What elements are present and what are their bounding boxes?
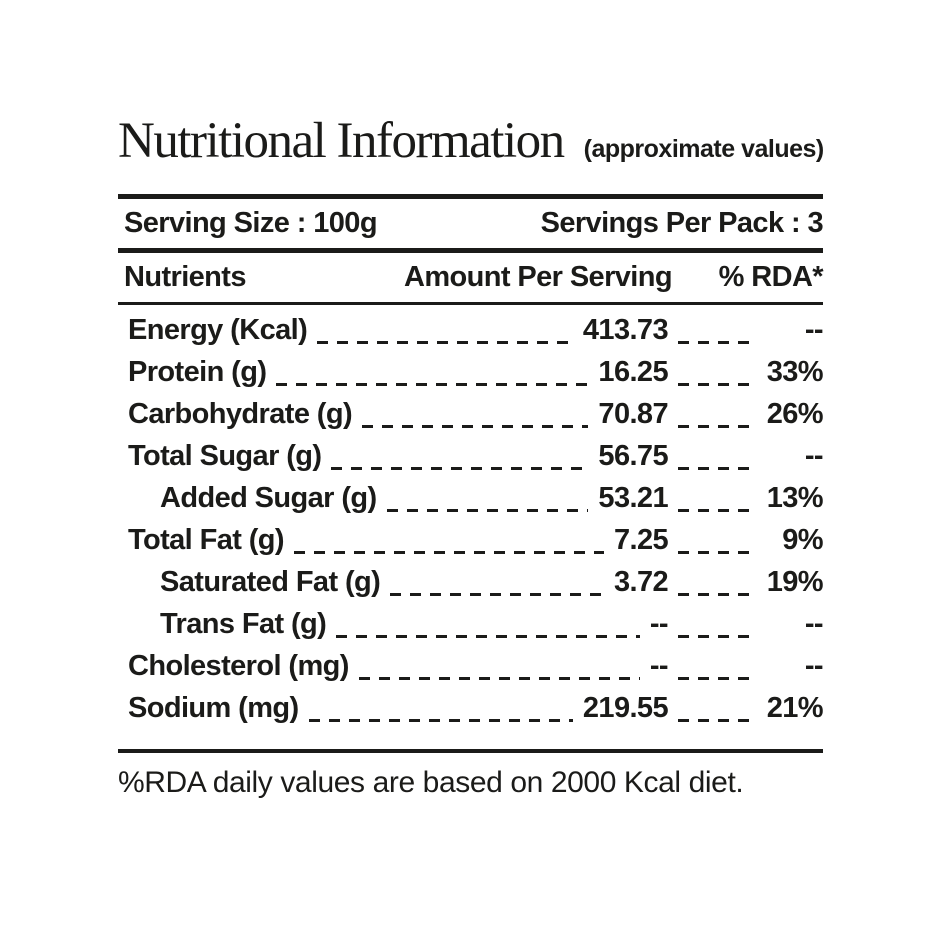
header-rda: % RDA* [718,261,824,293]
divider-top [118,194,823,199]
nutrient-rda: 33% [766,356,824,388]
nutrient-amount: -- [649,650,669,682]
table-row: Total Sugar (g) 56.75 -- [118,435,824,477]
dash-leader [317,341,573,344]
header-amount-per-serving: Amount Per Serving [404,261,673,293]
serving-size-text: Serving Size : 100g [124,207,378,239]
nutrient-label: Saturated Fat (g) [160,566,381,598]
nutrient-label: Added Sugar (g) [160,482,377,514]
table-row: Sodium (mg) 219.55 21% [118,687,824,729]
rda-footnote: %RDA daily values are based on 2000 Kcal… [118,766,744,799]
dash-leader [678,593,754,596]
table-row: Energy (Kcal) 413.73 -- [118,309,824,351]
nutrient-label: Trans Fat (g) [160,608,327,640]
nutrient-label: Energy (Kcal) [128,314,308,346]
nutrient-rda: -- [804,608,824,640]
dash-leader [362,425,589,428]
table-row: Carbohydrate (g) 70.87 26% [118,393,824,435]
divider-serving [118,248,823,253]
dash-leader [678,677,754,680]
table-row: Protein (g) 16.25 33% [118,351,824,393]
nutrient-amount: 56.75 [598,440,668,472]
nutrient-amount: 7.25 [613,524,669,556]
dash-leader [678,383,754,386]
divider-bottom [118,749,823,753]
nutrient-label: Total Fat (g) [128,524,285,556]
dash-leader [293,551,604,554]
nutrient-amount: 413.73 [582,314,669,346]
page-title: Nutritional Information [118,113,565,169]
dash-leader [336,635,640,638]
nutrition-label: Nutritional Information (approximate val… [118,112,825,800]
title-subtitle: (approximate values) [583,135,825,163]
title-row: Nutritional Information (approximate val… [118,112,825,170]
dash-leader [678,341,754,344]
nutrient-rda: 9% [782,524,823,556]
nutrient-rda: 13% [766,482,824,514]
dash-leader [678,635,754,638]
nutrient-label: Carbohydrate (g) [128,398,353,430]
table-row: Total Fat (g) 7.25 9% [118,519,824,561]
nutrient-amount: 53.21 [598,482,668,514]
dash-leader [678,425,754,428]
nutrient-amount: 16.25 [598,356,668,388]
nutrient-rda: 26% [766,398,824,430]
dash-leader [678,551,754,554]
dash-leader [331,467,589,470]
nutrient-amount: -- [649,608,669,640]
nutrient-label: Sodium (mg) [128,692,299,724]
nutrient-label: Cholesterol (mg) [128,650,349,682]
nutrient-rda: -- [804,440,824,472]
serving-row: Serving Size : 100g Servings Per Pack : … [118,199,824,248]
nutrient-label: Protein (g) [128,356,267,388]
dash-leader [390,593,604,596]
dash-leader [678,467,754,470]
nutrient-amount: 3.72 [613,566,669,598]
table-row: Added Sugar (g) 53.21 13% [118,477,824,519]
nutrient-amount: 219.55 [582,692,669,724]
nutrient-rda: -- [804,650,824,682]
nutrient-label: Total Sugar (g) [128,440,322,472]
dash-leader [308,719,573,722]
nutrient-rows: Energy (Kcal) 413.73 -- Protein (g) 16.2… [118,305,824,729]
nutrient-rda: -- [804,314,824,346]
dash-leader [358,677,640,680]
header-nutrients: Nutrients [124,261,246,293]
dash-leader [386,509,589,512]
table-header-row: Nutrients Amount Per Serving % RDA* [118,253,824,302]
dash-leader [678,719,754,722]
dash-leader [678,509,754,512]
nutrient-rda: 21% [766,692,824,724]
table-row: Cholesterol (mg) -- -- [118,645,824,687]
divider-header [118,302,823,305]
nutrient-amount: 70.87 [598,398,668,430]
table-row: Trans Fat (g) -- -- [118,603,824,645]
nutrient-rda: 19% [766,566,824,598]
dash-leader [276,383,589,386]
servings-per-pack-text: Servings Per Pack : 3 [540,207,824,239]
table-row: Saturated Fat (g) 3.72 19% [118,561,824,603]
